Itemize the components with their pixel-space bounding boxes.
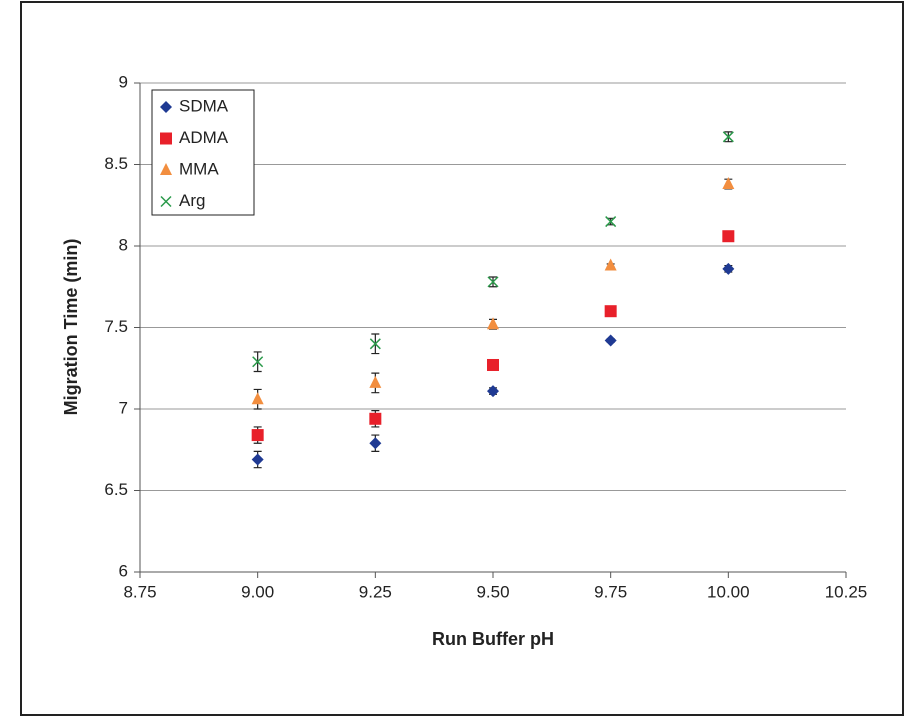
legend-marker <box>160 195 172 208</box>
y-tick-label: 8.5 <box>104 154 128 173</box>
y-tick-label: 8 <box>119 235 128 254</box>
x-tick-label: 8.75 <box>123 582 156 601</box>
point <box>487 276 499 288</box>
point <box>369 375 382 388</box>
point <box>487 358 499 371</box>
point <box>605 216 617 228</box>
point <box>251 392 264 405</box>
x-tick-label: 9.75 <box>594 582 627 601</box>
point <box>722 177 735 190</box>
x-tick-label: 9.00 <box>241 582 274 601</box>
point <box>722 230 735 243</box>
y-axis-title: Migration Time (min) <box>61 239 81 416</box>
point <box>604 305 617 318</box>
point <box>487 385 499 398</box>
legend-label: ADMA <box>179 128 229 147</box>
point <box>369 437 382 450</box>
legend-marker <box>160 101 172 113</box>
point <box>369 338 381 350</box>
y-tick-label: 9 <box>119 72 128 91</box>
legend-box <box>151 89 255 216</box>
point <box>604 258 617 271</box>
x-tick-label: 9.25 <box>359 582 392 601</box>
point <box>722 131 734 143</box>
legend-marker <box>160 132 172 145</box>
x-tick-label: 10.25 <box>825 582 868 601</box>
y-tick-label: 7.5 <box>104 317 128 336</box>
point <box>369 412 382 425</box>
legend-label: MMA <box>179 159 219 178</box>
point <box>487 317 499 330</box>
y-tick-label: 7 <box>119 398 128 417</box>
y-tick-label: 6 <box>119 561 128 580</box>
point <box>604 334 617 347</box>
point <box>722 262 735 275</box>
x-axis-title: Run Buffer pH <box>432 629 554 649</box>
point <box>251 453 264 466</box>
y-tick-label: 6.5 <box>104 480 128 499</box>
legend-label: SDMA <box>179 96 229 115</box>
legend-marker <box>160 163 172 175</box>
point <box>251 429 264 442</box>
point <box>252 356 264 368</box>
x-tick-label: 9.50 <box>476 582 509 601</box>
legend-label: Arg <box>179 191 205 210</box>
x-tick-label: 10.00 <box>707 582 750 601</box>
